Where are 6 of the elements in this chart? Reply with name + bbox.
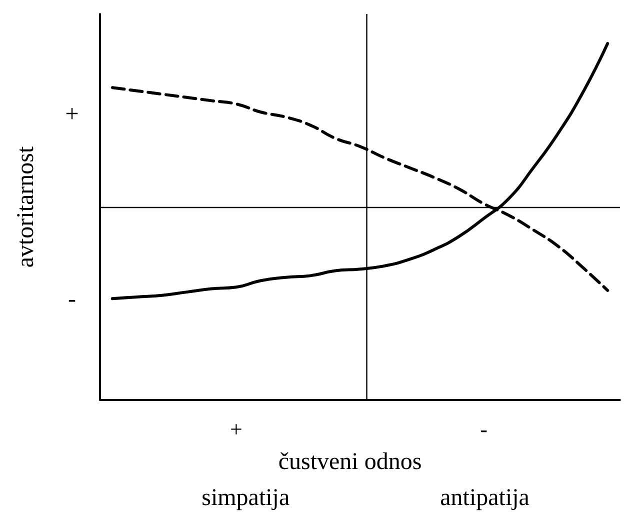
- x-axis-title: čustveni odnos: [278, 449, 422, 475]
- text: -: [68, 286, 76, 313]
- text: simpatija: [202, 485, 290, 511]
- text: antipatija: [440, 485, 530, 511]
- text: +: [65, 101, 79, 128]
- y-axis-title: avtoritarnost: [13, 146, 39, 268]
